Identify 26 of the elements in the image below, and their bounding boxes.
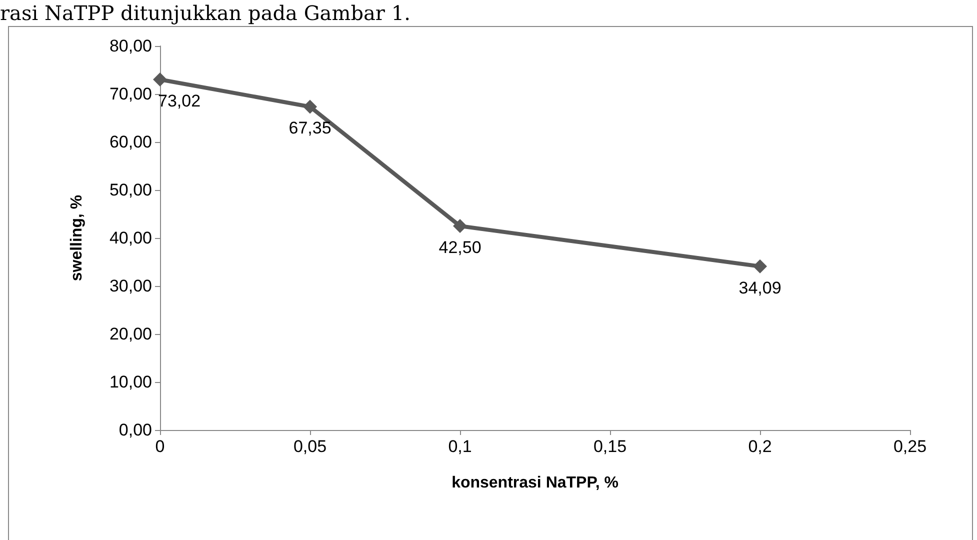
point (153, 72, 167, 87)
data-label: 34,09 (738, 278, 782, 298)
x-tick-label: 0,15 (593, 437, 627, 456)
y-tick-label: 70,00 (109, 84, 152, 104)
x-tick-label: 0,1 (448, 437, 472, 456)
y-tick-label: 80,00 (109, 36, 152, 56)
x-tick-label: 0,2 (748, 437, 772, 456)
x-tick-label: 0 (155, 437, 165, 456)
point (453, 219, 467, 233)
y-tick-label: 0,00 (118, 420, 152, 440)
data-label: 42,50 (438, 238, 482, 257)
data-label: 67,35 (288, 118, 332, 138)
point (303, 100, 317, 114)
point (753, 259, 767, 274)
x-tick-label: 0,25 (893, 437, 927, 456)
y-tick-label: 60,00 (109, 132, 152, 152)
text: rasi NaTPP ditunjukkan pada Gambar 1. (0, 1, 410, 25)
y-tick-label: 10,00 (109, 372, 152, 392)
y-tick-label: 40,00 (109, 228, 152, 248)
y-tick-label: 50,00 (109, 180, 152, 200)
y-tick-label: 20,00 (109, 324, 152, 344)
x-axis-title: konsentrasi NaTPP, % (452, 474, 618, 492)
data-label: 73,02 (158, 92, 201, 111)
x-tick-label: 0,05 (293, 437, 327, 456)
y-tick-label: 30,00 (109, 276, 152, 296)
y-axis-title: swelling, % (68, 194, 86, 282)
